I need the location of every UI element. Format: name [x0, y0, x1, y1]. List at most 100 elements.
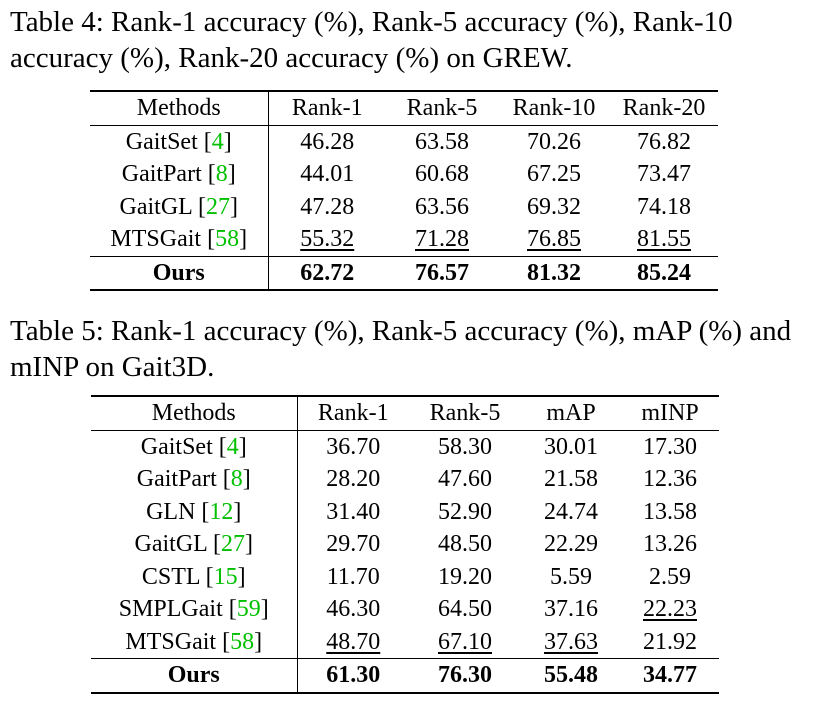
value-text: 71.28	[415, 226, 469, 252]
method-cell: GaitSet [4]	[90, 125, 269, 158]
method-name: GaitSet	[125, 128, 198, 155]
value-cell: 76.30	[409, 658, 521, 694]
method-name: Ours	[90, 255, 269, 291]
value-text: 58.30	[438, 433, 492, 460]
value-cell: 81.55	[610, 223, 718, 256]
value-cell: 12.36	[621, 463, 719, 496]
value-text: 21.58	[544, 466, 598, 492]
method-name: GaitPart	[121, 161, 202, 187]
value-cell: 17.30	[621, 430, 719, 463]
value-cell: 37.63	[521, 626, 621, 659]
value-text: 46.28	[300, 128, 355, 155]
value-text: 47.60	[438, 466, 492, 492]
citation-link[interactable]: 58	[215, 226, 240, 252]
header-rank-5: Rank-5	[409, 395, 521, 431]
value-cell: 67.25	[498, 158, 610, 191]
value-cell: 67.10	[409, 626, 521, 659]
header-rank-1: Rank-1	[268, 90, 386, 126]
value-cell: 11.70	[297, 561, 409, 594]
value-cell: 48.70	[297, 626, 409, 659]
value-cell: 69.32	[498, 191, 610, 224]
value-text: 67.25	[527, 161, 581, 187]
value-cell: 55.32	[268, 223, 386, 256]
citation-link[interactable]: 15	[213, 563, 238, 590]
table-row-ours: Ours 62.72 76.57 81.32 85.24	[90, 255, 718, 291]
citation-link[interactable]: 8	[230, 466, 243, 492]
value-cell: 76.85	[498, 223, 610, 256]
method-name: GLN	[146, 498, 196, 525]
value-cell: 73.47	[610, 158, 718, 191]
method-cell: GaitGL [27]	[90, 190, 269, 223]
value-text: 31.40	[326, 498, 381, 525]
value-cell: 70.26	[498, 125, 610, 158]
header-rank-5: Rank-5	[386, 90, 498, 126]
table-row: SMPLGait [59] 46.30 64.50 37.16 22.23	[91, 593, 719, 626]
value-cell: 85.24	[610, 255, 718, 291]
method-cell: CSTL [15]	[91, 560, 298, 593]
value-cell: 31.40	[297, 496, 409, 529]
value-cell: 47.28	[268, 191, 386, 224]
method-name: MTSGait	[110, 226, 202, 252]
value-text: 28.20	[326, 466, 381, 492]
method-name: GaitGL	[134, 531, 207, 557]
method-cell: MTSGait [58]	[90, 223, 269, 256]
value-text: 29.70	[326, 531, 381, 557]
value-text: 63.58	[415, 128, 469, 155]
citation-link[interactable]: 59	[236, 596, 261, 622]
value-cell: 28.20	[297, 463, 409, 496]
value-cell: 58.30	[409, 430, 521, 463]
table-4-caption: Table 4: Rank-1 accuracy (%), Rank-5 acc…	[10, 6, 733, 74]
value-text: 48.70	[326, 628, 381, 655]
citation-link[interactable]: 8	[215, 161, 228, 187]
table-row: GaitSet [4] 36.70 58.30 30.01 17.30	[91, 430, 719, 463]
header-methods: Methods	[91, 395, 298, 431]
citation-link[interactable]: 4	[226, 433, 239, 460]
value-text: 19.20	[438, 563, 492, 590]
table-row: GaitSet [4] 46.28 63.58 70.26 76.82	[90, 125, 718, 158]
value-text: 69.32	[527, 193, 581, 220]
value-cell: 36.70	[297, 430, 409, 463]
method-name: Ours	[91, 658, 298, 694]
method-cell: GaitPart [8]	[91, 463, 298, 496]
value-text: 76.85	[527, 226, 581, 252]
value-cell: 74.18	[610, 191, 718, 224]
value-text: 74.18	[637, 193, 691, 220]
citation-link[interactable]: 27	[220, 531, 245, 557]
value-cell: 19.20	[409, 561, 521, 594]
value-text: 11.70	[326, 563, 380, 590]
value-cell: 22.23	[621, 593, 719, 626]
value-cell: 5.59	[521, 561, 621, 594]
value-cell: 30.01	[521, 430, 621, 463]
value-text: 13.58	[643, 498, 697, 525]
value-text: 13.26	[643, 531, 697, 557]
value-text: 30.01	[544, 433, 598, 460]
citation-link[interactable]: 4	[211, 128, 224, 155]
value-text: 64.50	[438, 596, 492, 622]
table-header-row: Methods Rank-1 Rank-5 Rank-10 Rank-20	[90, 90, 718, 126]
value-cell: 63.58	[386, 125, 498, 158]
citation-link[interactable]: 12	[209, 498, 234, 525]
method-cell: GLN [12]	[91, 495, 298, 528]
method-name: CSTL	[141, 563, 200, 590]
citation-link[interactable]: 27	[205, 193, 230, 220]
table-row: GaitGL [27] 29.70 48.50 22.29 13.26	[91, 528, 719, 561]
method-name: GaitSet	[140, 433, 213, 460]
method-name: GaitGL	[119, 193, 192, 220]
header-map: mAP	[521, 395, 621, 431]
value-cell: 47.60	[409, 463, 521, 496]
value-text: 60.68	[415, 161, 469, 187]
value-text: 55.32	[300, 226, 355, 252]
value-text: 47.28	[300, 193, 355, 220]
value-cell: 55.48	[521, 658, 621, 694]
value-cell: 46.28	[268, 125, 386, 158]
citation-link[interactable]: 58	[230, 628, 255, 655]
header-minp: mINP	[621, 395, 719, 431]
value-text: 21.92	[643, 628, 697, 655]
value-text: 37.63	[544, 628, 598, 655]
value-cell: 64.50	[409, 593, 521, 626]
table-row: GaitGL [27] 47.28 63.56 69.32 74.18	[90, 190, 718, 224]
table-row: GLN [12] 31.40 52.90 24.74 13.58	[91, 495, 719, 529]
table-5-caption: Table 5: Rank-1 accuracy (%), Rank-5 acc…	[10, 315, 792, 383]
value-cell: 22.29	[521, 528, 621, 561]
header-rank-1: Rank-1	[297, 395, 409, 431]
